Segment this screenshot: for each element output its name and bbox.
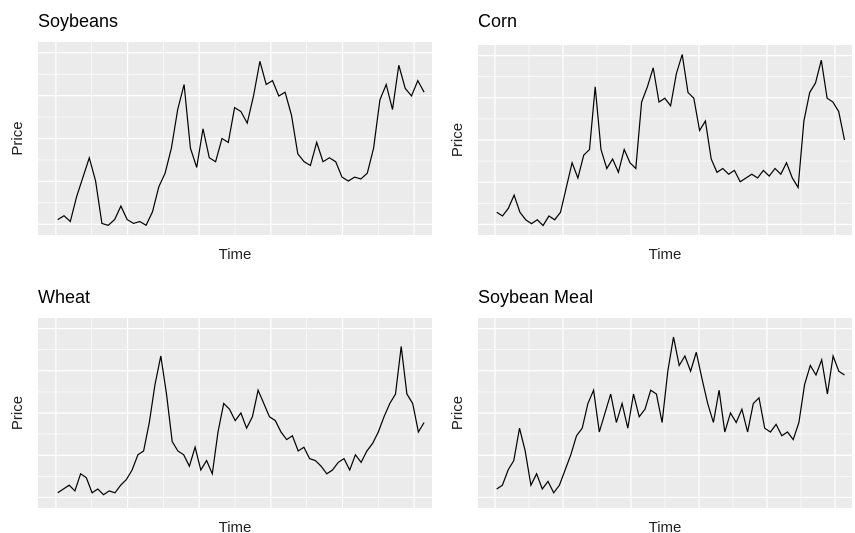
x-axis-label: Time [649, 246, 682, 263]
x-axis-label: Time [219, 519, 252, 533]
y-axis-label: Price [449, 396, 466, 430]
x-axis-label: Time [649, 519, 682, 533]
panel-title: Soybean Meal [478, 287, 593, 307]
price-line [57, 61, 425, 227]
x-axis-label: Time [219, 246, 252, 263]
price-line [496, 54, 846, 227]
y-axis-label: Price [9, 396, 26, 430]
panel-title: Soybeans [38, 11, 118, 31]
panel-title: Wheat [38, 287, 90, 307]
price-line [496, 336, 845, 494]
price-line [57, 346, 425, 496]
y-axis-label: Price [449, 123, 466, 157]
y-axis-label: Price [9, 121, 26, 155]
panel-title: Corn [478, 11, 517, 31]
